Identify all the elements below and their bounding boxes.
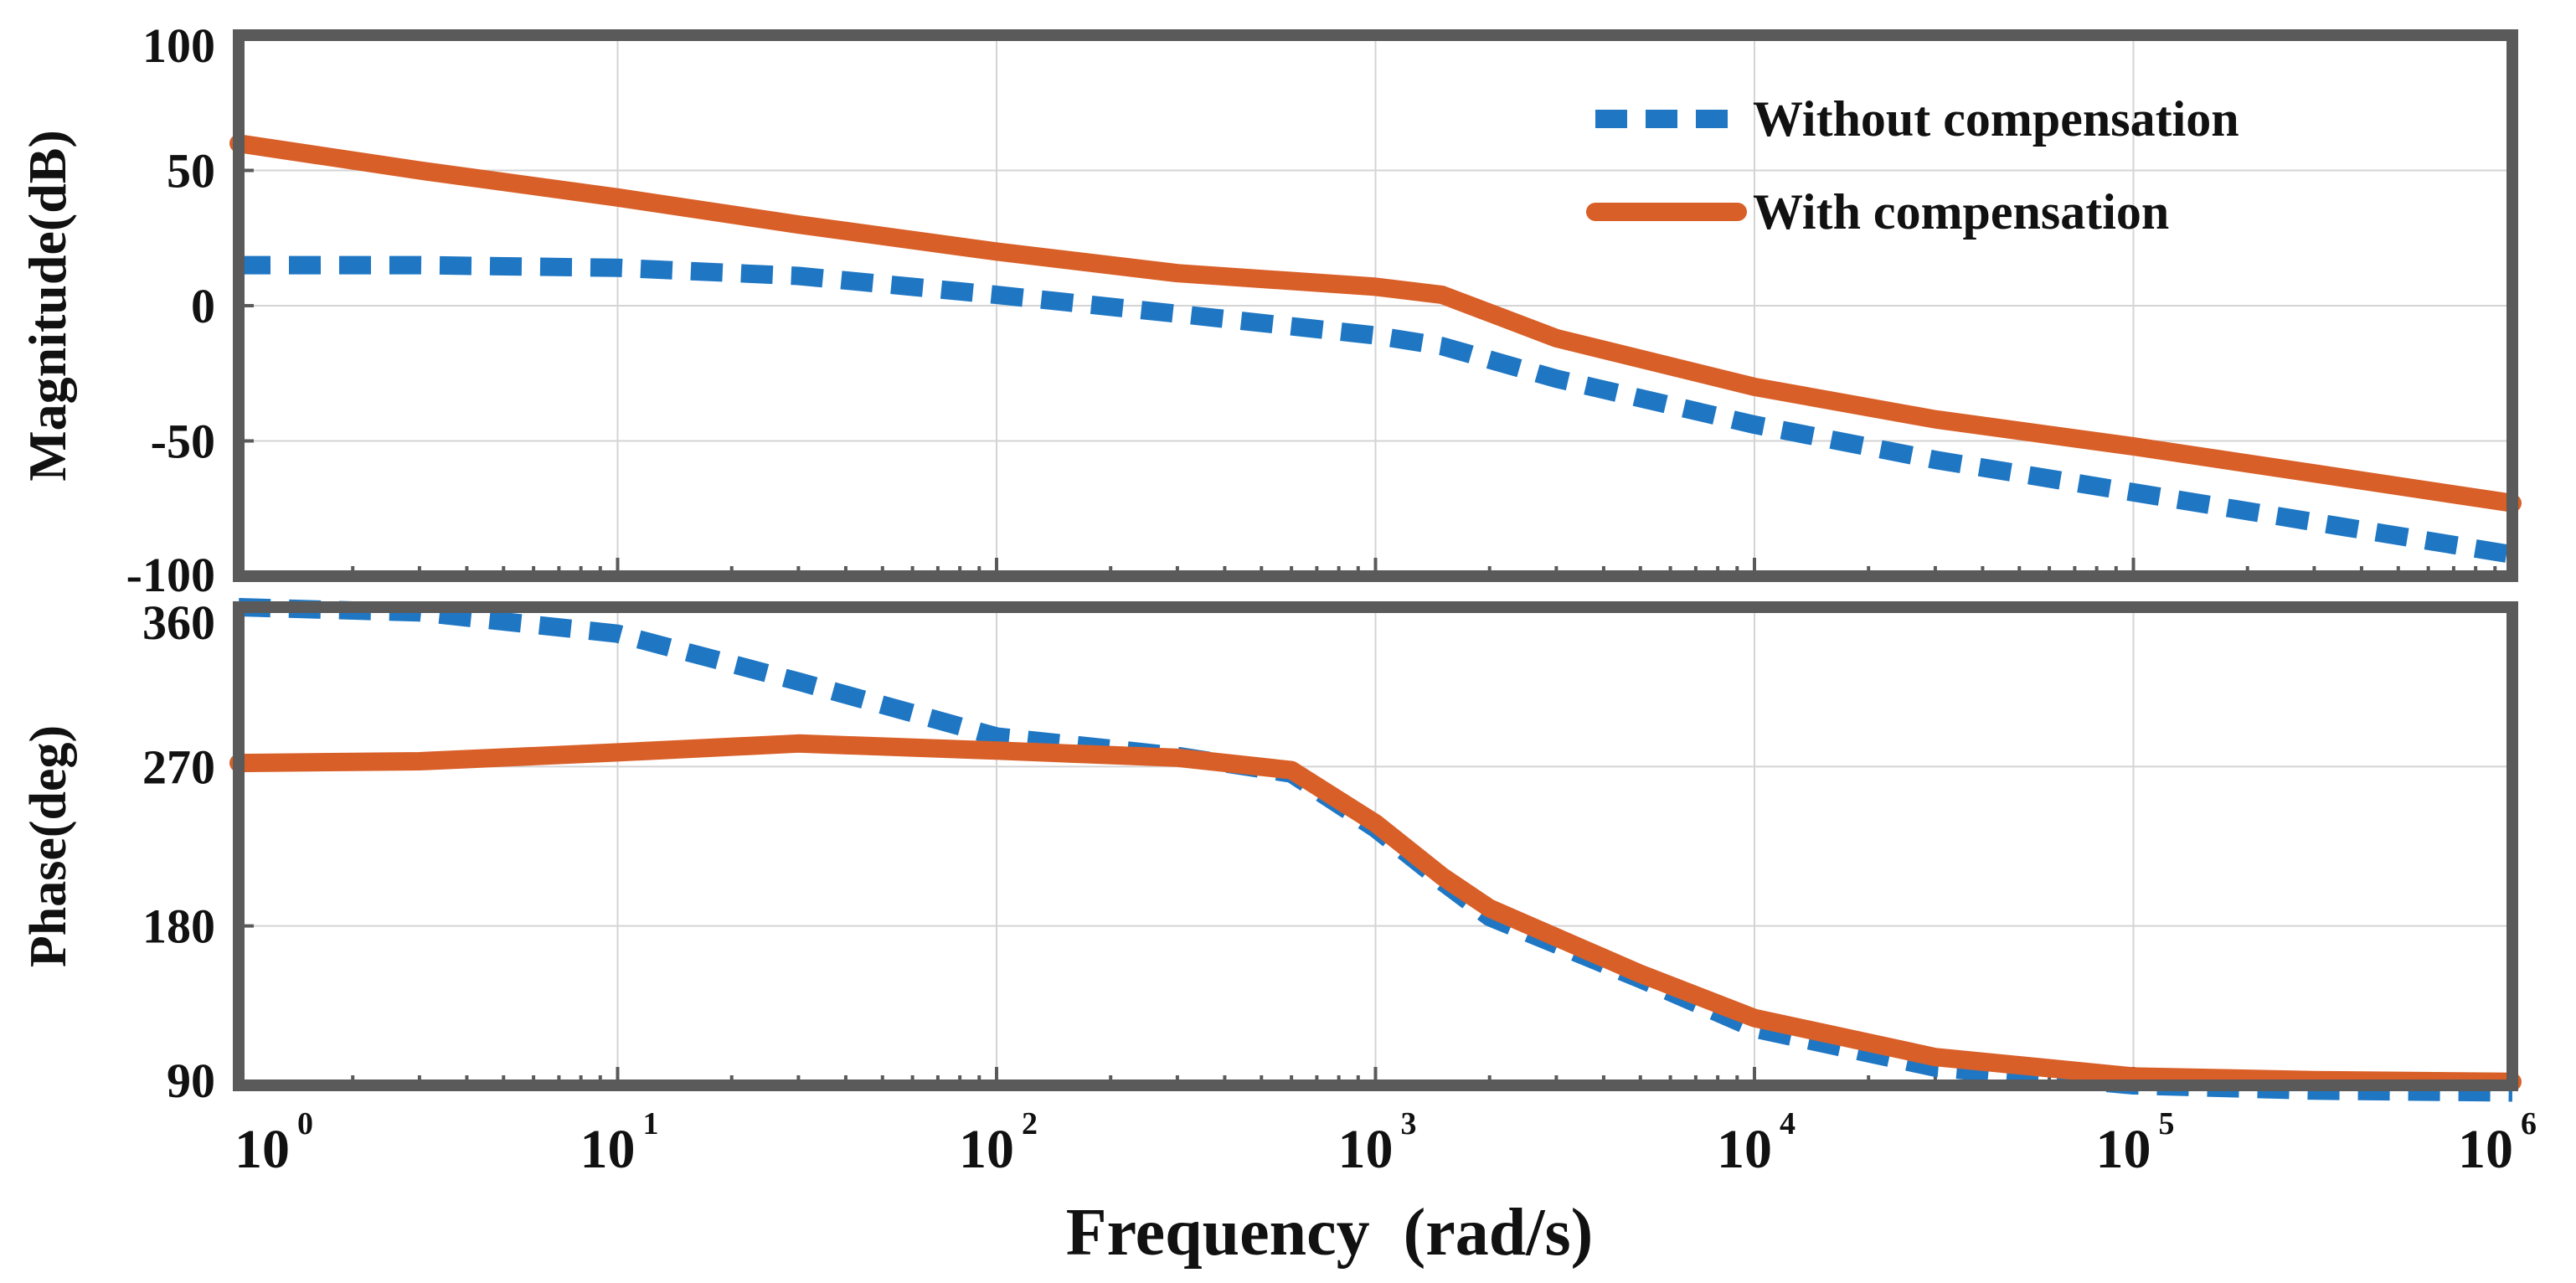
xtick-label: 10 bbox=[1338, 1119, 1394, 1180]
magnitude-series-with-compensation bbox=[229, 134, 2522, 513]
xtick-label-exponent: 4 bbox=[1780, 1106, 1795, 1141]
phase-ytick-label: 270 bbox=[142, 739, 215, 794]
legend-label-without-compensation: Without compensation bbox=[1753, 91, 2239, 147]
phase-ytick-label: 360 bbox=[142, 595, 215, 650]
magnitude-series-without-compensation bbox=[239, 255, 2514, 564]
xtick-label: 10 bbox=[580, 1119, 636, 1180]
legend-label-with-compensation: With compensation bbox=[1753, 184, 2169, 240]
xtick-label: 10 bbox=[2096, 1119, 2151, 1180]
xtick-label: 10 bbox=[959, 1119, 1014, 1180]
magnitude-ylabel: Magnitude(dB) bbox=[18, 130, 77, 482]
magnitude-ytick-label: 100 bbox=[142, 18, 215, 73]
xtick-label: 10 bbox=[234, 1119, 290, 1180]
xtick-label-exponent: 3 bbox=[1401, 1106, 1417, 1141]
magnitude-ytick-label: -100 bbox=[126, 548, 215, 602]
xtick-label: 10 bbox=[1717, 1119, 1772, 1180]
xtick-label: 10 bbox=[2458, 1119, 2513, 1180]
magnitude-ytick-label: -50 bbox=[151, 415, 215, 469]
xtick-label-exponent: 2 bbox=[1022, 1106, 1038, 1141]
magnitude-plot-frame bbox=[233, 29, 2518, 582]
xtick-label-exponent: 1 bbox=[643, 1106, 659, 1141]
magnitude-ytick-label: 0 bbox=[191, 279, 215, 333]
phase-series-with-compensation bbox=[229, 734, 2522, 1091]
phase-ytick-label: 90 bbox=[167, 1054, 215, 1108]
phase-ytick-label: 180 bbox=[142, 899, 215, 954]
xtick-label-exponent: 0 bbox=[297, 1106, 313, 1141]
phase-ylabel: Phase(deg) bbox=[20, 725, 77, 967]
magnitude-ytick-label: 50 bbox=[167, 144, 215, 198]
xtick-label-exponent: 5 bbox=[2159, 1106, 2175, 1141]
x-axis-label: Frequency (rad/s) bbox=[1066, 1196, 1594, 1270]
xtick-label-exponent: 6 bbox=[2521, 1106, 2537, 1141]
phase-plot-frame bbox=[233, 601, 2518, 1091]
